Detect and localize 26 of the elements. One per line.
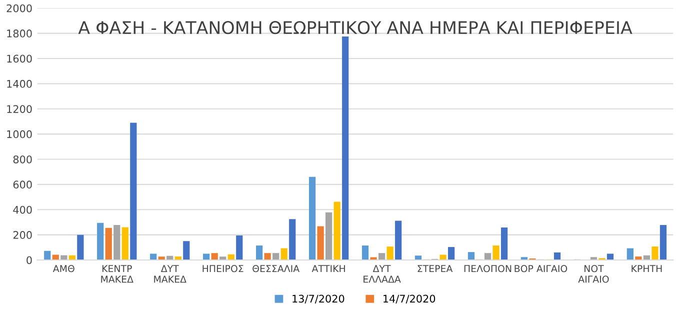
legend-label: 14/7/2020 [384, 294, 436, 304]
x-tick-label: ΠΕΛΟΠΟΝ [464, 265, 512, 272]
y-tick-label: 1600 [7, 54, 32, 63]
x-tick-label: ΝΟΤ ΑΙΓΑΙΟ [578, 265, 609, 283]
x-tick-label: ΔΥΤ ΜΑΚΕΔ [154, 265, 186, 283]
x-tick-label: ΑΤΤΙΚΗ [312, 265, 345, 272]
x-tick-label: ΒΟΡ ΑΙΓΑΙΟ [514, 265, 568, 272]
x-tick-label: ΚΕΝΤΡ ΜΑΚΕΔ [101, 265, 134, 283]
y-tick-label: 400 [13, 206, 32, 214]
y-tick-label: 200 [13, 231, 32, 239]
y-tick-label: 800 [13, 155, 32, 164]
y-tick-label: 2000 [6, 4, 32, 12]
y-tick-label: 600 [13, 180, 32, 189]
y-tick-label: 0 [26, 256, 32, 264]
x-tick-label: ΑΜΘ [52, 265, 74, 272]
x-tick-label: ΔΥΤ ΕΛΛΑΔΑ [364, 265, 401, 283]
x-tick-label: ΣΤΕΡΕΑ [418, 265, 453, 272]
x-tick-label: ΘΕΣΣΑΛΙΑ [252, 265, 300, 272]
y-tick-label: 1200 [7, 105, 32, 113]
x-tick-label: ΚΡΗΤΗ [632, 265, 662, 272]
text: Α ΦΑΣΗ - ΚΑΤΑΝΟΜΗ ΘΕΩΡΗΤΙΚΟΥ ΑΝΑ ΗΜΕΡΑ ΚΑΙ ΠΕΡΙΦΕΡΕΙΑ [78, 21, 632, 34]
y-tick-label: 1000 [7, 130, 32, 138]
y-tick-label: 1800 [7, 30, 32, 38]
y-tick-label: 1400 [7, 80, 32, 88]
legend-label: 13/7/2020 [292, 294, 344, 304]
x-tick-label: ΗΠΕΙΡΟΣ [202, 265, 244, 272]
